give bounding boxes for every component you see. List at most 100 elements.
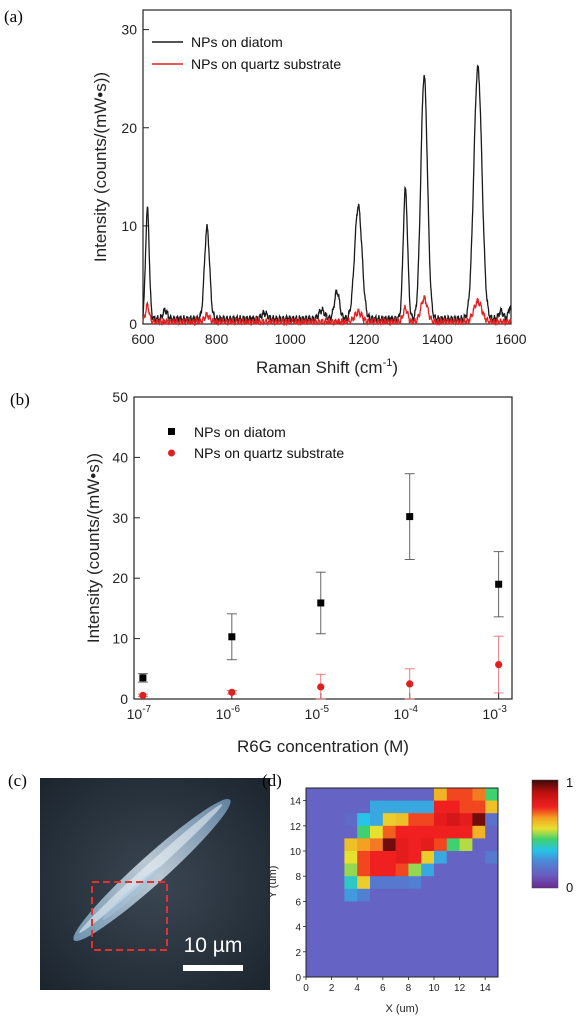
panel-d-cell <box>408 863 422 877</box>
panel-a-x-tick-label: 800 <box>205 331 229 347</box>
panel-b-x-tick-label: 10-7 <box>127 704 152 722</box>
panel-a-x-axis-title-sup: -1 <box>383 357 393 369</box>
panel-d-cell <box>446 800 460 814</box>
panel-d-cell <box>485 951 499 965</box>
panel-d-cell <box>446 888 460 902</box>
panel-d-cell <box>421 876 435 890</box>
panel-d-cell <box>331 888 345 902</box>
panel-d-x-tick-label: 4 <box>354 983 360 994</box>
panel-d-cell <box>395 838 409 852</box>
panel-d-cell <box>395 876 409 890</box>
panel-b-x-tick-base: 10 <box>216 706 232 722</box>
panel-d-cell <box>306 838 320 852</box>
panel-d-cell <box>344 888 358 902</box>
panel-b-legend-marker-diatom <box>168 428 175 435</box>
panel-d-cell <box>318 813 332 827</box>
panel-b-y-tick-label: 40 <box>112 449 128 465</box>
panel-d-cell <box>408 964 422 978</box>
panel-d-cell <box>434 914 448 927</box>
panel-d-cell <box>331 951 345 965</box>
panel-d-cell <box>485 800 499 814</box>
panel-d-cell <box>421 813 435 827</box>
panel-d-cell <box>370 825 384 839</box>
colorbar <box>531 779 559 889</box>
panel-d-x-tick-label: 0 <box>303 983 309 994</box>
panel-d-cell <box>306 813 320 827</box>
panel-d-y-tick-label: 10 <box>290 847 302 858</box>
panel-d-cell <box>485 788 499 801</box>
panel-d-cell <box>421 888 435 902</box>
panel-d-cell <box>331 800 345 814</box>
panel-d-cell <box>472 888 486 902</box>
panel-d-cell <box>421 926 435 940</box>
panel-d-cell <box>382 838 396 852</box>
panel-d-cell <box>318 914 332 927</box>
panel-d-cell <box>382 863 396 877</box>
panel-d-heatmap: 0 2 4 6 8 10 12 14 0 2 4 6 8 10 12 14 Y (um) X (um) 1 0 <box>267 775 573 1015</box>
panel-a-x-tick-label: 1200 <box>348 331 379 347</box>
panel-a-x-tick-label: 1600 <box>495 331 526 347</box>
panel-b-x-tick-base: 10 <box>127 706 143 722</box>
panel-b-legend-marker-quartz <box>168 449 175 457</box>
panel-b-x-tick-exponent: -5 <box>320 704 329 715</box>
panel-a-y-tick-label: 20 <box>121 120 137 136</box>
panel-d-cell <box>370 813 384 827</box>
panel-d-cell <box>331 788 345 801</box>
panel-d-cell <box>485 939 499 953</box>
panel-d-cell <box>344 851 358 864</box>
panel-b-y-axis-title: Intensity (counts/(mW•s)) <box>84 453 103 643</box>
panel-d-cell <box>331 863 345 877</box>
colorbar-min-label: 0 <box>566 880 573 895</box>
panel-a-x-axis-title: Raman Shift (cm-1) <box>256 357 398 377</box>
panel-d-cell <box>434 813 448 827</box>
panel-d-cell <box>331 825 345 839</box>
panel-d-cell <box>421 951 435 965</box>
panel-d-cell <box>318 951 332 965</box>
panel-d-cell <box>421 800 435 814</box>
panel-d-cell <box>318 838 332 852</box>
diatom-cell <box>73 798 231 942</box>
panel-d-cell <box>382 901 396 915</box>
panel-d-cell <box>434 800 448 814</box>
panel-d-cell <box>434 939 448 953</box>
panel-d-cell <box>318 876 332 890</box>
panel-b-point-diatom <box>228 633 236 641</box>
selection-box <box>91 881 168 951</box>
panel-d-cell <box>357 863 371 877</box>
panel-d-cell <box>344 813 358 827</box>
panel-d-cell <box>318 851 332 864</box>
panel-d-cell <box>382 914 396 927</box>
panel-d-cell <box>344 838 358 852</box>
panel-d-cell <box>434 888 448 902</box>
panel-d-cell <box>395 939 409 953</box>
panel-d-cell <box>357 926 371 940</box>
panel-d-cell <box>434 788 448 801</box>
panel-d-cell <box>318 800 332 814</box>
panel-d-cell <box>395 951 409 965</box>
panel-b-point-quartz <box>495 660 503 669</box>
panel-d-cell <box>421 901 435 915</box>
panel-d-cell <box>434 964 448 978</box>
panel-d-cell <box>434 876 448 890</box>
panel-d-cell <box>395 788 409 801</box>
panel-d-cell <box>485 825 499 839</box>
panel-d-cell <box>357 825 371 839</box>
panel-d-cell <box>318 863 332 877</box>
panel-d-cell <box>421 838 435 852</box>
panel-d-cell <box>306 800 320 814</box>
panel-b-x-axis-title: R6G concentration (M) <box>237 737 409 756</box>
panel-d-cell <box>395 813 409 827</box>
panel-d-cell <box>472 901 486 915</box>
panel-d-cell <box>357 964 371 978</box>
panel-d-cell <box>459 838 473 852</box>
panel-d-cell <box>306 851 320 864</box>
panel-d-cell <box>395 964 409 978</box>
panel-d-cell <box>370 851 384 864</box>
panel-d-cell <box>382 939 396 953</box>
panel-b-x-tick-exponent: -6 <box>231 704 240 715</box>
panel-d-cell <box>357 876 371 890</box>
panel-d-cell <box>395 914 409 927</box>
panel-d-cell <box>306 951 320 965</box>
panel-d-cell <box>344 788 358 801</box>
